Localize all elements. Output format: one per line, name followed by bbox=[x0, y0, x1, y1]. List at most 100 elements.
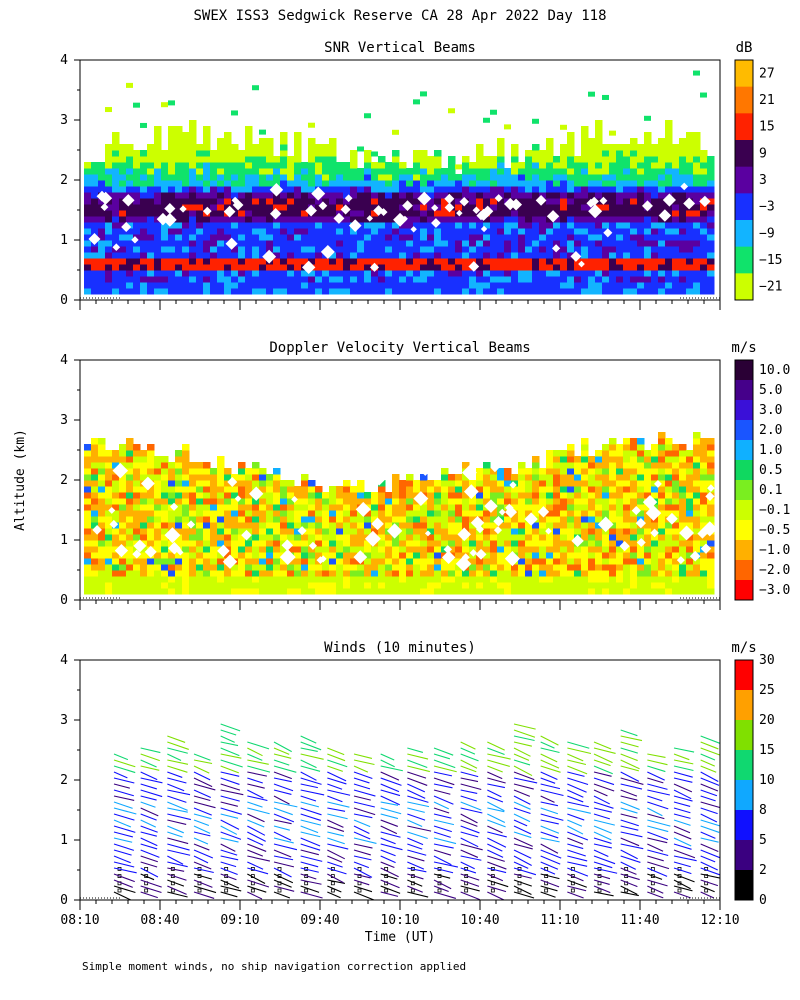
doppler-cell bbox=[329, 546, 337, 553]
doppler-cell bbox=[175, 474, 183, 481]
snr-cell bbox=[280, 156, 288, 163]
snr-cell bbox=[336, 258, 344, 265]
doppler-cell bbox=[539, 552, 547, 559]
colorbar-label: 10.0 bbox=[759, 363, 790, 378]
snr-cell bbox=[637, 210, 645, 217]
doppler-gap bbox=[169, 502, 179, 511]
doppler-cell bbox=[84, 546, 92, 553]
snr-cell bbox=[602, 264, 610, 271]
wind-barb bbox=[247, 801, 263, 808]
snr-cell bbox=[105, 204, 113, 211]
snr-cell bbox=[658, 240, 666, 247]
doppler-cell bbox=[105, 522, 113, 529]
doppler-cell bbox=[273, 522, 281, 529]
doppler-cell bbox=[511, 528, 519, 535]
doppler-cell bbox=[420, 486, 428, 493]
wind-barb bbox=[193, 813, 212, 820]
snr-gap bbox=[459, 196, 469, 207]
snr-cell bbox=[420, 156, 428, 163]
doppler-cell bbox=[595, 552, 603, 559]
doppler-cell bbox=[308, 522, 316, 529]
doppler-cell bbox=[175, 534, 183, 541]
snr-cell bbox=[392, 129, 399, 135]
snr-cell bbox=[98, 240, 106, 247]
wind-barb bbox=[433, 795, 454, 805]
snr-cell bbox=[420, 222, 428, 229]
snr-cell bbox=[168, 270, 176, 277]
doppler-cell bbox=[119, 534, 127, 541]
doppler-cell bbox=[665, 588, 673, 595]
doppler-cell bbox=[322, 522, 330, 529]
doppler-cell bbox=[231, 534, 239, 541]
doppler-cell bbox=[588, 510, 596, 517]
snr-cell bbox=[350, 204, 358, 211]
snr-cell bbox=[147, 246, 155, 253]
doppler-cell bbox=[322, 576, 330, 583]
doppler-cell bbox=[378, 492, 386, 499]
snr-gap bbox=[373, 205, 384, 216]
snr-cell bbox=[448, 252, 456, 259]
doppler-cell bbox=[658, 558, 666, 565]
wind-barb bbox=[460, 801, 482, 811]
snr-cell bbox=[224, 258, 232, 265]
doppler-cell bbox=[546, 564, 554, 571]
snr-gap bbox=[402, 200, 413, 212]
doppler-cell bbox=[630, 516, 638, 523]
snr-cell bbox=[91, 276, 99, 283]
snr-cell bbox=[588, 246, 596, 253]
snr-cell bbox=[686, 234, 694, 241]
snr-cell bbox=[497, 144, 505, 151]
snr-cell bbox=[91, 288, 99, 295]
colorbar-segment bbox=[735, 480, 753, 501]
doppler-cell bbox=[469, 510, 477, 517]
doppler-cell bbox=[595, 588, 603, 595]
doppler-cell bbox=[126, 450, 134, 457]
doppler-cell bbox=[623, 534, 631, 541]
snr-cell bbox=[210, 186, 218, 193]
doppler-cell bbox=[378, 510, 386, 517]
snr-cell bbox=[147, 156, 155, 163]
snr-cell bbox=[511, 180, 519, 187]
snr-cell bbox=[700, 204, 708, 211]
doppler-cell bbox=[350, 570, 358, 577]
snr-cell bbox=[245, 174, 253, 181]
doppler-cell bbox=[574, 576, 582, 583]
snr-cell bbox=[196, 234, 204, 241]
snr-cell bbox=[672, 198, 680, 205]
doppler-cell bbox=[280, 498, 288, 505]
snr-cell bbox=[581, 246, 589, 253]
snr-cell bbox=[329, 240, 337, 247]
wind-barb bbox=[353, 849, 371, 856]
doppler-cell bbox=[525, 570, 533, 577]
snr-cell bbox=[658, 222, 666, 229]
doppler-gap bbox=[504, 551, 520, 567]
doppler-cell bbox=[406, 534, 414, 541]
doppler-cell bbox=[105, 534, 113, 541]
doppler-cell bbox=[210, 570, 218, 577]
snr-cell bbox=[609, 276, 617, 283]
doppler-cell bbox=[392, 588, 400, 595]
snr-cell bbox=[231, 150, 239, 157]
snr-cell bbox=[217, 258, 225, 265]
snr-cell bbox=[399, 192, 407, 199]
snr-cell bbox=[476, 288, 484, 295]
snr-cell bbox=[511, 162, 519, 169]
snr-cell bbox=[182, 138, 190, 145]
y-tick-label: 1 bbox=[60, 533, 68, 548]
doppler-cell bbox=[455, 492, 463, 499]
doppler-cell bbox=[196, 468, 204, 475]
doppler-cell bbox=[308, 492, 316, 499]
snr-cell bbox=[364, 258, 372, 265]
doppler-cell bbox=[224, 474, 232, 481]
doppler-cell bbox=[665, 444, 673, 451]
snr-cell bbox=[147, 204, 155, 211]
snr-cell bbox=[301, 258, 309, 265]
doppler-cell bbox=[140, 468, 148, 475]
snr-cell bbox=[175, 240, 183, 247]
snr-cell bbox=[140, 228, 148, 235]
doppler-cell bbox=[602, 444, 610, 451]
snr-cell bbox=[196, 204, 204, 211]
doppler-cell bbox=[343, 498, 351, 505]
snr-cell bbox=[322, 222, 330, 229]
snr-cell bbox=[322, 258, 330, 265]
